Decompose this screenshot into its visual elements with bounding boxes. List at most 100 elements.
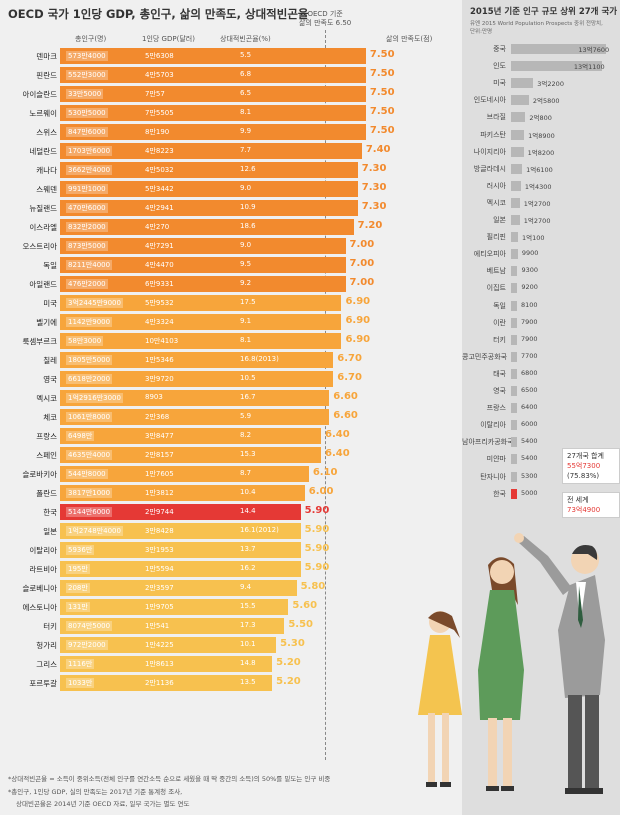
population-row: 베트남 9300 — [462, 265, 620, 277]
satisfaction-bar — [60, 238, 346, 254]
population-bar — [511, 488, 517, 499]
poverty-value: 8.1 — [240, 108, 252, 116]
population-bar-value: 9200 — [521, 283, 538, 292]
population-country-label: 독일 — [493, 301, 506, 310]
population-bar — [511, 146, 524, 157]
poverty-value: 9.5 — [240, 260, 252, 268]
population-country-label: 이탈리아 — [480, 421, 506, 430]
oecd-country-label: 터키 — [43, 622, 57, 631]
oecd-row: 이탈리아 5936만 3만1953 13.7 5.90 — [0, 542, 462, 558]
population-country-label: 베트남 — [486, 267, 506, 276]
header-satisfaction: 삶의 만족도(점) — [386, 35, 433, 43]
population-chart-subtitle: 유엔 2015 World Population Prospects 중위 전망… — [470, 21, 603, 27]
world-value: 73억4900 — [567, 506, 601, 514]
poverty-value: 16.8(2013) — [240, 355, 279, 363]
population-value: 1033만 — [66, 678, 95, 688]
population-row: 프랑스 6400 — [462, 402, 620, 414]
population-value: 195만 — [66, 564, 90, 574]
population-row: 러시아 1억4300 — [462, 180, 620, 192]
poverty-value: 18.6 — [240, 222, 256, 230]
poverty-value: 6.8 — [240, 70, 252, 78]
gdp-value: 1만541 — [145, 622, 170, 630]
gdp-value: 4만2941 — [145, 204, 174, 212]
population-chart-unit: 단위:만명 — [470, 29, 493, 35]
satisfaction-score-label: 7.00 — [349, 258, 375, 269]
satisfaction-bar — [60, 466, 309, 482]
gdp-value: 3만8428 — [145, 527, 174, 535]
population-bar — [511, 471, 517, 482]
population-bar — [511, 112, 526, 123]
satisfaction-score-label: 7.50 — [369, 87, 395, 98]
oecd-country-label: 아이슬란드 — [22, 90, 58, 99]
poverty-value: 6.5 — [240, 89, 252, 97]
oecd-country-label: 독일 — [43, 261, 57, 270]
population-value: 3817만1000 — [66, 488, 113, 498]
satisfaction-score-label: 6.60 — [333, 391, 358, 402]
population-row: 브라질 2억800 — [462, 111, 620, 123]
population-value: 8074만5000 — [66, 621, 113, 631]
satisfaction-score-label: 6.40 — [325, 429, 350, 440]
population-bar — [511, 249, 518, 260]
population-bar-value: 6000 — [521, 420, 538, 429]
woman-figure — [478, 557, 524, 791]
oecd-country-label: 이스라엘 — [29, 223, 57, 232]
satisfaction-bar — [60, 295, 342, 311]
oecd-chart-title: OECD 국가 1인당 GDP, 총인구, 삶의 만족도, 상대적빈곤율 — [8, 7, 309, 21]
oecd-country-label: 영국 — [43, 375, 57, 384]
poverty-value: 8.1 — [240, 336, 252, 344]
satisfaction-bar — [60, 314, 342, 330]
population-value: 847만6000 — [66, 127, 108, 137]
satisfaction-score-label: 7.00 — [349, 277, 375, 288]
oecd-country-label: 스웨덴 — [36, 185, 57, 194]
population-value: 33만5000 — [66, 89, 104, 99]
population-country-label: 이집트 — [486, 284, 506, 293]
satisfaction-bar — [60, 675, 273, 691]
satisfaction-score-label: 6.00 — [308, 486, 334, 497]
gdp-value: 1만4225 — [145, 641, 174, 649]
oecd-row: 라트비아 195만 1만5594 16.2 5.90 — [0, 561, 462, 577]
population-bar-value: 5400 — [521, 454, 538, 463]
poverty-value: 10.5 — [240, 374, 256, 382]
gdp-value: 10만4103 — [145, 337, 179, 345]
population-bar-value: 1억8200 — [527, 148, 555, 157]
population-value: 873만5000 — [66, 241, 108, 251]
oecd-row: 이스라엘 832만2000 4만270 18.6 7.20 — [0, 219, 462, 235]
population-bar — [511, 266, 518, 277]
oecd-chart-panel: OECD 국가 1인당 GDP, 총인구, 삶의 만족도, 상대적빈곤율 총인구… — [0, 7, 462, 808]
footnote-1: *상대적빈곤율 = 소득이 중위소득(전체 인구를 연간소득 순으로 세웠을 때… — [8, 775, 331, 783]
oecd-row: 룩셈부르크 58만3000 10만4103 8.1 6.90 — [0, 333, 462, 349]
oecd-country-label: 스페인 — [36, 451, 57, 460]
satisfaction-score-label: 6.90 — [345, 334, 371, 345]
oecd-country-label: 오스트리아 — [22, 242, 58, 251]
oecd-country-label: 뉴질랜드 — [29, 204, 57, 213]
population-country-label: 태국 — [493, 369, 506, 378]
gdp-value: 1만9705 — [145, 603, 174, 611]
population-row: 멕시코 1억2700 — [462, 197, 620, 209]
population-value: 470만6000 — [66, 203, 108, 213]
population-bar — [511, 95, 529, 106]
satisfaction-score-label: 7.50 — [369, 125, 395, 136]
satisfaction-bar — [60, 105, 366, 121]
oecd-row: 폴란드 3817만1000 1만3812 10.4 6.00 — [0, 485, 462, 501]
oecd-country-label: 일본 — [43, 527, 57, 536]
population-row: 필리핀 1억100 — [462, 231, 620, 243]
oecd-row: 터키 8074만5000 1만541 17.3 5.50 — [0, 618, 462, 634]
population-country-label: 나이지리아 — [473, 147, 506, 156]
oecd-row: 아일랜드 476만2000 6만9331 9.2 7.00 — [0, 276, 462, 292]
oecd-row: 노르웨이 530만5000 7만5505 8.1 7.50 — [0, 105, 462, 121]
oecd-reference-title: OECD 기준 — [307, 10, 343, 18]
oecd-reference-value: 삶의 만족도 6.50 — [299, 19, 352, 27]
gdp-value: 2만8157 — [145, 451, 174, 459]
population-row: 일본 1억2700 — [462, 214, 620, 226]
poverty-value: 10.4 — [240, 488, 256, 496]
oecd-country-label: 미국 — [43, 299, 57, 308]
poverty-value: 9.0 — [240, 241, 252, 249]
oecd-country-label: 네덜란드 — [29, 147, 57, 156]
oecd-row: 슬로베니아 208만 2만3597 9.4 5.80 — [0, 580, 462, 596]
oecd-row: 에스토니아 131만 1만9705 15.5 5.60 — [0, 599, 462, 615]
population-bar-value: 9900 — [521, 249, 539, 258]
satisfaction-bar — [60, 409, 330, 425]
population-value: 544만8000 — [66, 469, 108, 479]
satisfaction-score-label: 5.30 — [280, 638, 305, 649]
gdp-value: 1만5594 — [145, 565, 174, 573]
